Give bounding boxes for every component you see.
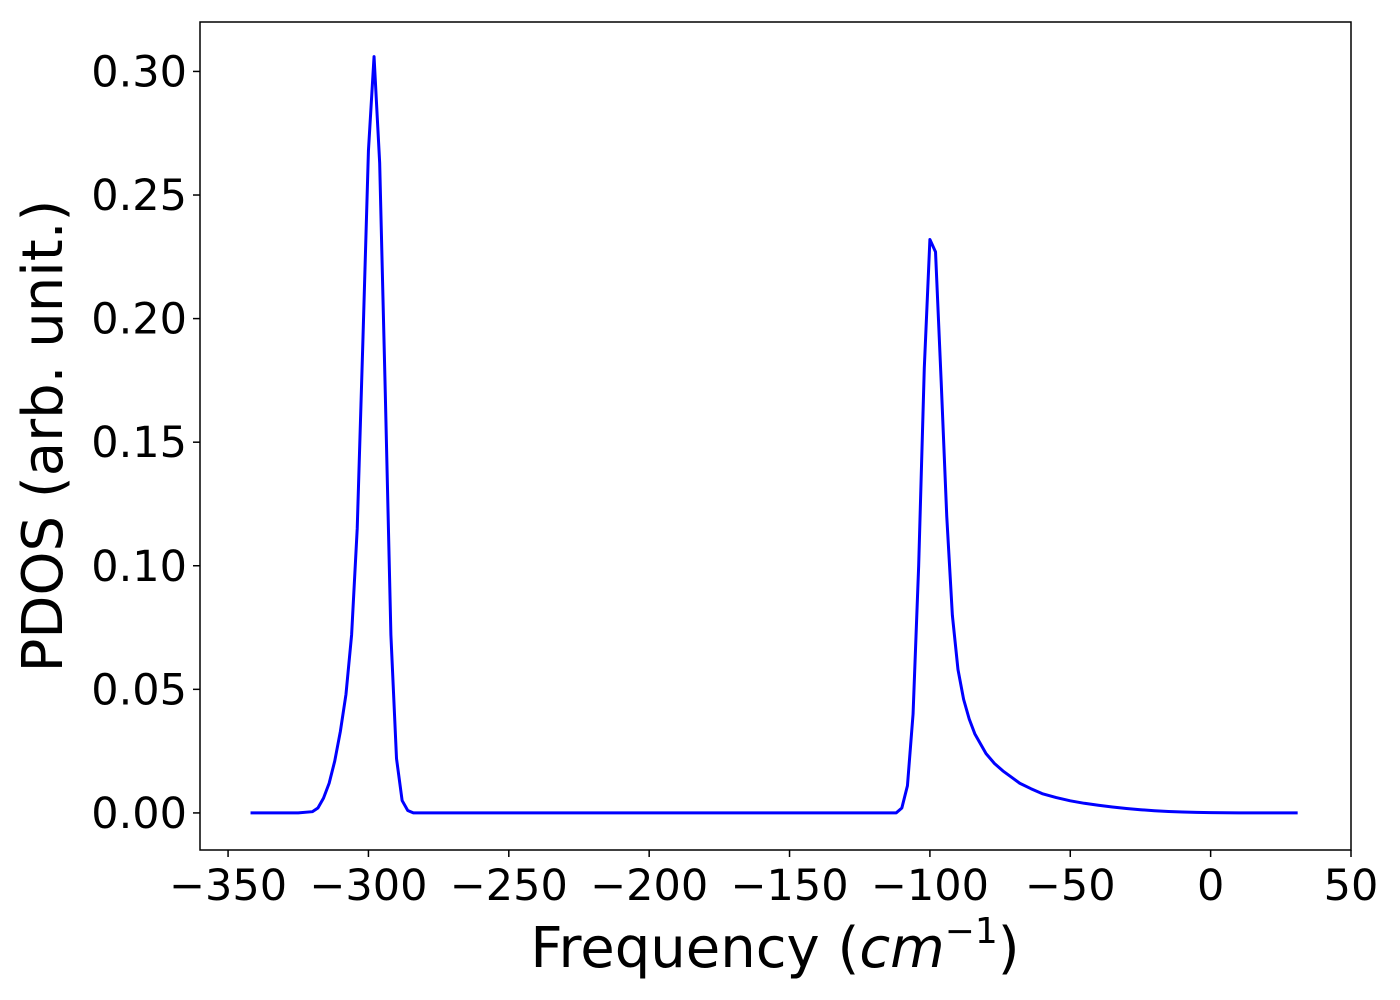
y-tick-label: 0.05 <box>91 665 187 715</box>
y-axis-ticks: 0.00 0.05 0.10 0.15 0.20 0.25 0.30 <box>91 47 200 839</box>
y-tick-label: 0.20 <box>91 295 187 345</box>
x-tick-label: 0 <box>1197 861 1224 911</box>
x-tick-label: −250 <box>450 861 568 911</box>
plot-area-frame <box>199 21 1352 851</box>
x-tick-label: −150 <box>730 861 848 911</box>
y-tick-label: 0.00 <box>91 789 187 839</box>
y-tick-label: 0.25 <box>91 171 187 221</box>
pdos-series-line <box>250 55 1298 815</box>
x-axis-ticks: −350 −300 −250 −200 −150 −100 −50 0 50 <box>169 850 1378 911</box>
x-tick-label: 50 <box>1324 861 1379 911</box>
x-axis-unit: cm <box>859 916 944 981</box>
x-axis-unit-exponent: −1 <box>945 911 998 952</box>
x-tick-label: −350 <box>169 861 287 911</box>
x-tick-label: −300 <box>309 861 427 911</box>
x-tick-label: −200 <box>590 861 708 911</box>
y-tick-label: 0.30 <box>91 47 187 97</box>
x-axis-label: Frequency (cm−1) <box>530 911 1019 981</box>
y-tick-label: 0.15 <box>91 418 187 468</box>
y-tick-label: 0.10 <box>91 542 187 592</box>
x-tick-label: −50 <box>1025 861 1116 911</box>
y-axis-label: PDOS (arb. unit.) <box>11 200 76 673</box>
x-tick-label: −100 <box>871 861 989 911</box>
